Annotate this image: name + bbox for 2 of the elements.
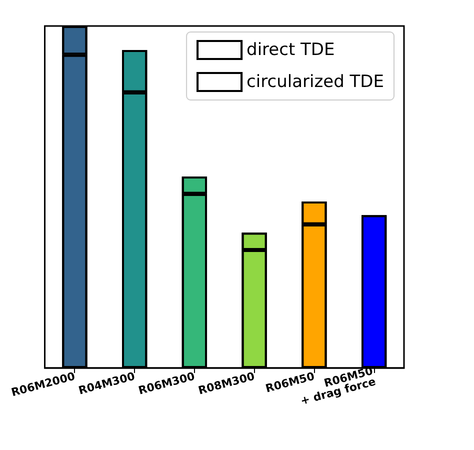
legend-label: direct TDE [246, 40, 335, 60]
legend-label: circularized TDE [246, 72, 384, 92]
